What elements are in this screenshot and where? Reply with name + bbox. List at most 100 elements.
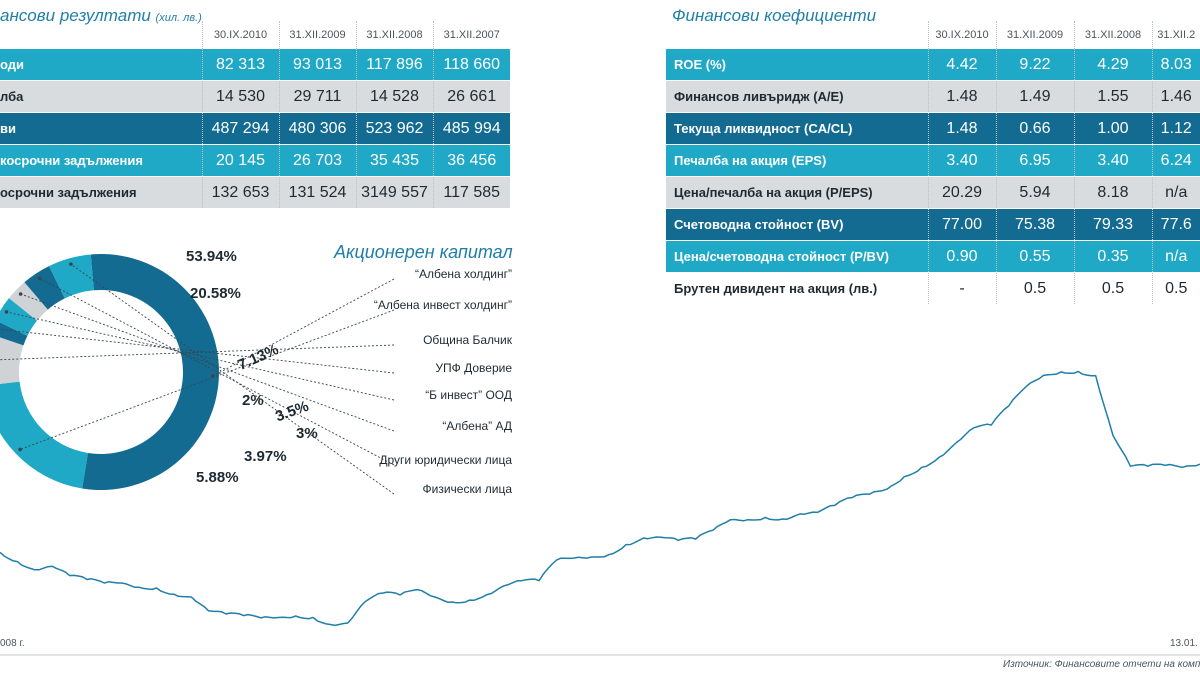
right-cell-value: 6.24 bbox=[1151, 144, 1200, 177]
left-row-label: оди bbox=[0, 49, 202, 81]
shareholder-name-label: “Албена инвест холдинг” bbox=[373, 298, 512, 312]
right-cell-value: - bbox=[927, 272, 996, 305]
right-row-label: Печалба на акция (EPS) bbox=[666, 144, 928, 177]
left-cell-value: 35 435 bbox=[355, 144, 433, 177]
left-panel-title: ансови резултати (хил. лв.) bbox=[0, 6, 202, 26]
right-cell-value: 1.46 bbox=[1151, 80, 1200, 113]
leader-arrow-tip bbox=[4, 310, 9, 314]
left-cell-value: 14 528 bbox=[355, 80, 433, 113]
left-table-row: лба 14 530 29 711 14 528 26 661 bbox=[0, 80, 510, 113]
left-table-row: косрочни задължения 20 145 26 703 35 435 36 … bbox=[0, 144, 510, 177]
leader-arrow-tip bbox=[18, 292, 23, 296]
left-cell-value: 485 994 bbox=[432, 112, 510, 145]
right-column-header: 31.XII.2 bbox=[1151, 21, 1200, 49]
right-cell-value: 4.42 bbox=[927, 49, 996, 81]
left-cell-value: 487 294 bbox=[201, 112, 279, 145]
leader-arrow-tip bbox=[69, 262, 73, 266]
right-cell-value: 20.29 bbox=[927, 176, 996, 209]
right-cell-value: 0.35 bbox=[1073, 240, 1152, 273]
left-cell-value: 20 145 bbox=[201, 144, 279, 177]
right-cell-value: 1.49 bbox=[995, 80, 1074, 113]
line-chart-end-label: 13.01. bbox=[1170, 638, 1198, 649]
left-column-header: 31.XII.2009 bbox=[278, 21, 356, 49]
right-panel-title: Финансови коефициенти bbox=[672, 6, 877, 25]
right-table-row: Текуща ликвидност (CA/CL) 1.48 0.66 1.00 1.1… bbox=[666, 112, 1200, 145]
right-cell-value: 4.29 bbox=[1073, 49, 1152, 81]
right-cell-value: 6.95 bbox=[995, 144, 1074, 177]
slice-percent-label: 5.88% bbox=[196, 469, 239, 486]
right-cell-value: 0.55 bbox=[995, 240, 1074, 273]
right-cell-value: n/a bbox=[1151, 176, 1200, 209]
price-series-line bbox=[0, 370, 1200, 627]
slice-leader-line bbox=[39, 278, 395, 466]
left-cell-value: 131 524 bbox=[278, 176, 356, 209]
financial-ratios-table: 30.IX.2010 31.XII.2009 31.XII.2008 31.XII.2… bbox=[666, 21, 1200, 305]
left-cell-value: 523 962 bbox=[355, 112, 433, 145]
right-row-label: Текуща ликвидност (CA/CL) bbox=[666, 112, 928, 145]
right-cell-value: 1.00 bbox=[1073, 112, 1152, 145]
shareholder-name-label: “Албена холдинг” bbox=[414, 267, 512, 281]
shareholder-name-label: Община Балчик bbox=[423, 333, 512, 347]
donut-slice bbox=[0, 298, 38, 336]
leader-arrow-tip bbox=[37, 276, 42, 281]
leader-arrow-tip bbox=[18, 447, 22, 452]
right-cell-value: 0.90 bbox=[927, 240, 996, 273]
right-table-row: Цена/печалба на акция (P/EPS) 20.29 5.94 8.… bbox=[666, 176, 1200, 209]
right-table-row: ROE (%) 4.42 9.22 4.29 8.03 bbox=[666, 49, 1200, 81]
left-cell-value: 14 530 bbox=[201, 80, 279, 113]
right-row-label: Цена/печалба на акция (P/EPS) bbox=[666, 176, 928, 209]
shareholder-name-label: “Албена” АД bbox=[442, 419, 512, 433]
right-table-row: Счетоводна стойност (BV) 77.00 75.38 79.33 7… bbox=[666, 208, 1200, 241]
right-row-label: ROE (%) bbox=[666, 49, 928, 81]
right-row-label: Брутен дивидент на акция (лв.) bbox=[666, 272, 928, 305]
slice-leader-line bbox=[0, 344, 395, 361]
left-row-label: косрочни задължения bbox=[0, 144, 202, 177]
right-cell-value: 3.40 bbox=[927, 144, 996, 177]
left-cell-value: 26 661 bbox=[432, 80, 510, 113]
left-column-header: 31.XII.2008 bbox=[355, 21, 433, 49]
right-cell-value: 9.22 bbox=[995, 49, 1074, 81]
right-table-row: Финансов ливъридж (A/E) 1.48 1.49 1.55 1.46 bbox=[666, 80, 1200, 113]
left-column-header: 30.IX.2010 bbox=[201, 21, 279, 49]
right-cell-value: 5.94 bbox=[995, 176, 1074, 209]
right-cell-value: 8.03 bbox=[1151, 49, 1200, 81]
slice-percent-label: 20.58% bbox=[190, 285, 241, 302]
right-cell-value: 1.12 bbox=[1151, 112, 1200, 145]
right-column-header: 31.XII.2008 bbox=[1073, 21, 1152, 49]
left-panel-unit: (хил. лв.) bbox=[155, 12, 202, 24]
left-cell-value: 132 653 bbox=[201, 176, 279, 209]
right-row-label: Финансов ливъридж (A/E) bbox=[666, 80, 928, 113]
donut-slice bbox=[0, 381, 88, 489]
line-chart-start-label: 008 г. bbox=[0, 638, 25, 649]
donut-chart-title: Акционерен капитал bbox=[334, 242, 513, 262]
slice-percent-label: 2% bbox=[242, 392, 264, 409]
right-cell-value: n/a bbox=[1151, 240, 1200, 273]
right-table-row: Брутен дивидент на акция (лв.) -0.5 0.5 0.5 bbox=[666, 272, 1200, 305]
left-table-row: ви 487 294 480 306 523 962 485 994 bbox=[0, 112, 510, 145]
donut-slice bbox=[24, 266, 65, 310]
donut-slice bbox=[48, 254, 94, 299]
left-cell-value: 117 585 bbox=[432, 176, 510, 209]
right-column-header: 30.IX.2010 bbox=[927, 21, 996, 49]
right-cell-value: 3.40 bbox=[1073, 144, 1152, 177]
left-cell-value: 82 313 bbox=[201, 49, 279, 81]
right-cell-value: 0.5 bbox=[1073, 272, 1152, 305]
left-row-label: ви bbox=[0, 112, 202, 145]
left-row-label: лба bbox=[0, 80, 202, 113]
right-cell-value: 0.66 bbox=[995, 112, 1074, 145]
donut-slice bbox=[0, 322, 28, 346]
slice-percent-label: 3.97% bbox=[244, 448, 287, 465]
left-table-row: оди 82 313 93 013 117 896 118 660 bbox=[0, 49, 510, 81]
shareholder-name-label: Физически лица bbox=[422, 482, 513, 496]
shareholder-name-label: “Б инвест” ООД bbox=[425, 388, 512, 402]
right-cell-value: 1.55 bbox=[1073, 80, 1152, 113]
right-column-header: 31.XII.2009 bbox=[995, 21, 1074, 49]
right-cell-value: 1.48 bbox=[927, 112, 996, 145]
donut-slice bbox=[8, 282, 48, 321]
donut-slice bbox=[82, 253, 220, 490]
right-cell-value: 8.18 bbox=[1073, 176, 1152, 209]
right-cell-value: 1.48 bbox=[927, 80, 996, 113]
left-cell-value: 480 306 bbox=[278, 112, 356, 145]
